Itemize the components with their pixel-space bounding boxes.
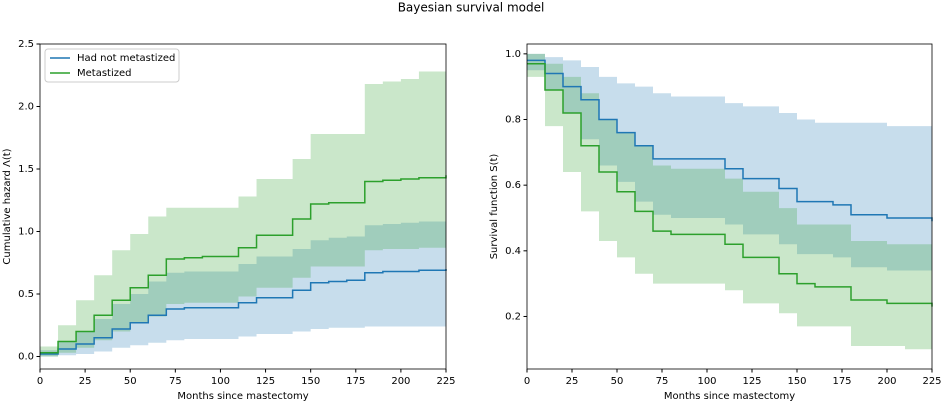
x-tick-label: 175 [346, 376, 365, 387]
y-tick-label: 0.6 [505, 180, 521, 191]
x-axis-label: Months since mastectomy [664, 391, 795, 402]
y-tick-label: 1.0 [18, 227, 34, 238]
x-axis-label: Months since mastectomy [177, 391, 308, 402]
subplot: 0 25 50 75 100 125 150 175 200 225 0.0 0.5 1.0 1.5 2.0… [2, 39, 456, 402]
legend-label: Had not metastized [77, 53, 175, 64]
y-tick-label: 0.5 [18, 289, 34, 300]
x-tick-label: 50 [611, 376, 624, 387]
legend: Had not metastized Metastized [44, 48, 180, 83]
confidence-band [527, 53, 932, 274]
x-tick-label: 0 [524, 376, 530, 387]
step-line [527, 62, 933, 307]
x-tick-label: 0 [37, 376, 43, 387]
x-tick-label: 50 [124, 376, 137, 387]
x-tick-label: 25 [566, 376, 579, 387]
x-tick-label: 25 [79, 376, 92, 387]
x-tick-label: 75 [169, 376, 182, 387]
legend-frame [44, 48, 180, 83]
y-tick-label: 1.5 [18, 164, 34, 175]
confidence-band [40, 54, 446, 357]
step-line [527, 59, 933, 222]
y-tick-label: 0.4 [505, 246, 521, 257]
x-tick-label: 125 [256, 376, 275, 387]
y-tick-label: 2.5 [18, 39, 34, 50]
y-tick-label: 1.0 [505, 49, 521, 60]
x-tick-label: 225 [922, 376, 941, 387]
x-tick-label: 175 [832, 376, 851, 387]
x-tick-label: 150 [301, 376, 320, 387]
y-tick-label: 2.0 [18, 102, 34, 113]
x-tick-label: 200 [877, 376, 896, 387]
x-tick-label: 125 [742, 376, 761, 387]
y-tick-label: 0.2 [505, 311, 521, 322]
subplot: 0 25 50 75 100 125 150 175 200 225 0.2 0.4 0.6 0.8 1.0… [489, 43, 942, 402]
figure-title: Bayesian survival model [398, 1, 545, 15]
y-axis-label: Survival function S(t) [489, 154, 500, 260]
x-tick-label: 150 [787, 376, 806, 387]
plot-frame [39, 43, 447, 370]
step-line [40, 269, 447, 355]
y-axis-label: Cumulative hazard Λ(t) [2, 148, 13, 264]
y-tick-label: 0.8 [505, 115, 521, 126]
x-tick-label: 200 [391, 376, 410, 387]
x-tick-label: 100 [211, 376, 230, 387]
y-tick-label: 0.0 [18, 352, 34, 363]
confidence-band [527, 53, 932, 353]
x-tick-label: 225 [436, 376, 455, 387]
step-line [40, 175, 447, 354]
x-tick-label: 100 [697, 376, 716, 387]
x-tick-label: 75 [656, 376, 669, 387]
legend-label: Metastized [77, 68, 132, 79]
plot-frame [526, 43, 933, 370]
